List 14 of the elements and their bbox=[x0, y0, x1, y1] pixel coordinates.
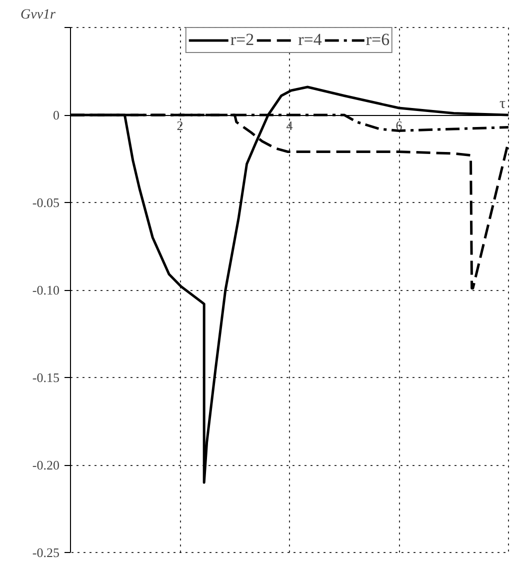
y-tick-label: -0.25 bbox=[32, 545, 60, 560]
legend-label: r=6 bbox=[366, 30, 390, 50]
x-tick-label: 6 bbox=[396, 118, 403, 133]
y-tick-label: -0.10 bbox=[32, 282, 60, 298]
y-tick-label: 0 bbox=[53, 108, 60, 122]
x-axis-title: τ bbox=[499, 96, 506, 112]
y-axis-title: Gvv1r bbox=[20, 8, 56, 22]
y-tick-label: -0.20 bbox=[32, 458, 60, 472]
x-tick-label: 2 bbox=[176, 118, 184, 133]
y-tick-label: -0.15 bbox=[32, 370, 60, 385]
legend-label: r=2 bbox=[230, 30, 254, 50]
y-tick-label: -0.05 bbox=[32, 195, 60, 210]
x-tick-label: 4 bbox=[286, 118, 294, 133]
legend-label: r=4 bbox=[298, 30, 322, 50]
